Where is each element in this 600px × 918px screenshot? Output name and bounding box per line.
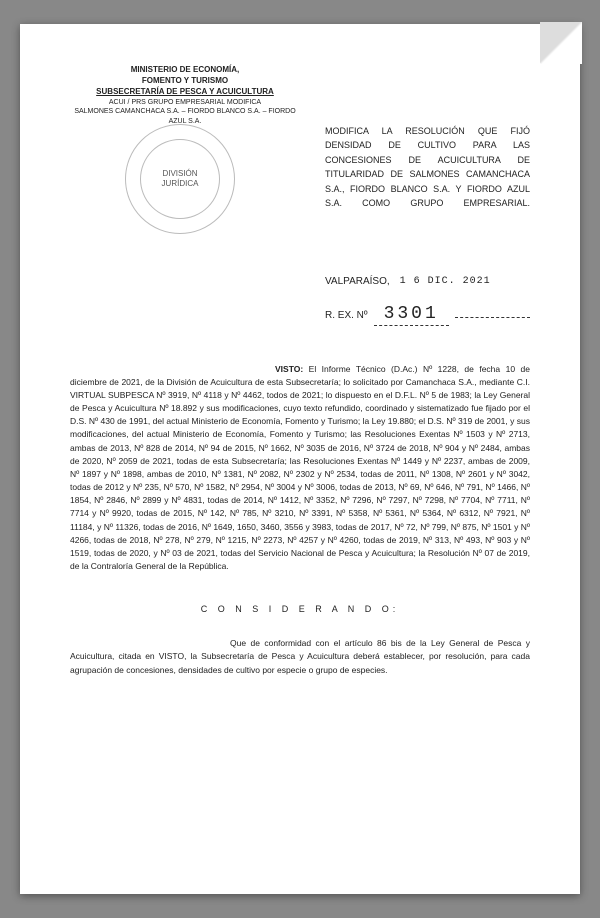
stamp-line-1: DIVISIÓN	[162, 169, 197, 179]
rex-underline	[455, 316, 530, 318]
considerando-text: Que de conformidad con el artículo 86 bi…	[70, 638, 530, 674]
juridical-division-stamp: DIVISIÓN JURÍDICA	[125, 124, 235, 234]
rex-label: R. EX. Nº	[325, 310, 368, 321]
ministry-line-2: FOMENTO Y TURISMO	[70, 75, 300, 86]
resolution-number-line: R. EX. Nº 3301	[325, 304, 530, 326]
visto-paragraph: VISTO: El Informe Técnico (D.Ac.) Nº 122…	[70, 363, 530, 574]
page-dogear	[540, 22, 582, 64]
letterhead: MINISTERIO DE ECONOMÍA, FOMENTO Y TURISM…	[70, 64, 530, 127]
considerando-heading: C O N S I D E R A N D O:	[70, 603, 530, 617]
document-body: VISTO: El Informe Técnico (D.Ac.) Nº 122…	[70, 354, 530, 685]
issuance-date: 1 6 DIC. 2021	[400, 276, 491, 287]
ministry-heading: MINISTERIO DE ECONOMÍA, FOMENTO Y TURISM…	[70, 64, 300, 127]
stamp-inner-text: DIVISIÓN JURÍDICA	[140, 139, 220, 219]
ministry-line-4: ACUI / PRS GRUPO EMPRESARIAL MODIFICA	[70, 98, 300, 108]
ministry-line-3: SUBSECRETARÍA DE PESCA Y ACUICULTURA	[70, 86, 300, 97]
issuance-city: VALPARAÍSO,	[325, 276, 390, 287]
issuance-line: VALPARAÍSO, 1 6 DIC. 2021	[325, 276, 530, 287]
visto-text: El Informe Técnico (D.Ac.) Nº 1228, de f…	[70, 364, 530, 572]
visto-lead: VISTO:	[275, 364, 303, 374]
ministry-line-1: MINISTERIO DE ECONOMÍA,	[70, 64, 300, 75]
stamp-line-2: JURÍDICA	[162, 179, 199, 189]
considerando-paragraph: Que de conformidad con el artículo 86 bi…	[70, 637, 530, 677]
document-page: MINISTERIO DE ECONOMÍA, FOMENTO Y TURISM…	[20, 24, 580, 894]
rex-number: 3301	[374, 304, 449, 326]
resolution-title: MODIFICA LA RESOLUCIÓN QUE FIJÓ DENSIDAD…	[325, 124, 530, 210]
